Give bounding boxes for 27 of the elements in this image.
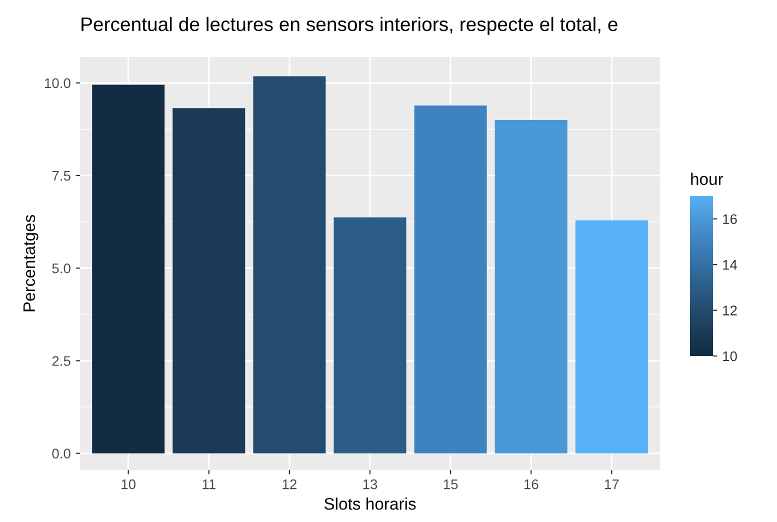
- bar: [172, 108, 246, 454]
- bar: [414, 106, 487, 454]
- y-tick-label: 7.5: [52, 171, 70, 181]
- y-tick-label: 2.5: [52, 356, 70, 366]
- bar: [334, 217, 406, 454]
- bar: [575, 220, 648, 454]
- y-tick-label: 5.0: [52, 263, 70, 274]
- color-bar-label: 10: [723, 351, 737, 362]
- y-tick-label: 10.0: [45, 78, 70, 88]
- bar: [253, 76, 326, 454]
- x-tick-label: 10: [122, 479, 136, 490]
- color-bar-label: 12: [723, 306, 737, 316]
- color-bar-title: hour: [691, 172, 724, 186]
- y-tick-label: 0.0: [52, 448, 70, 458]
- bar: [494, 120, 568, 454]
- x-tick-label: 13: [363, 479, 378, 490]
- x-tick-label: 15: [444, 480, 458, 490]
- color-bar-label: 16: [723, 214, 737, 224]
- x-tick-label: 17: [605, 480, 619, 490]
- x-axis-title: Slots horaris: [324, 498, 416, 510]
- x-tick-label: 16: [524, 479, 538, 490]
- x-tick-label: 11: [202, 480, 216, 490]
- color-bar-label: 14: [723, 260, 738, 270]
- bar: [92, 84, 165, 454]
- chart-title: Percentual de lectures en sensors interiors, respecte el total, e: [82, 16, 618, 35]
- y-axis-title: Percentatges: [23, 214, 38, 312]
- x-tick-label: 12: [282, 479, 296, 490]
